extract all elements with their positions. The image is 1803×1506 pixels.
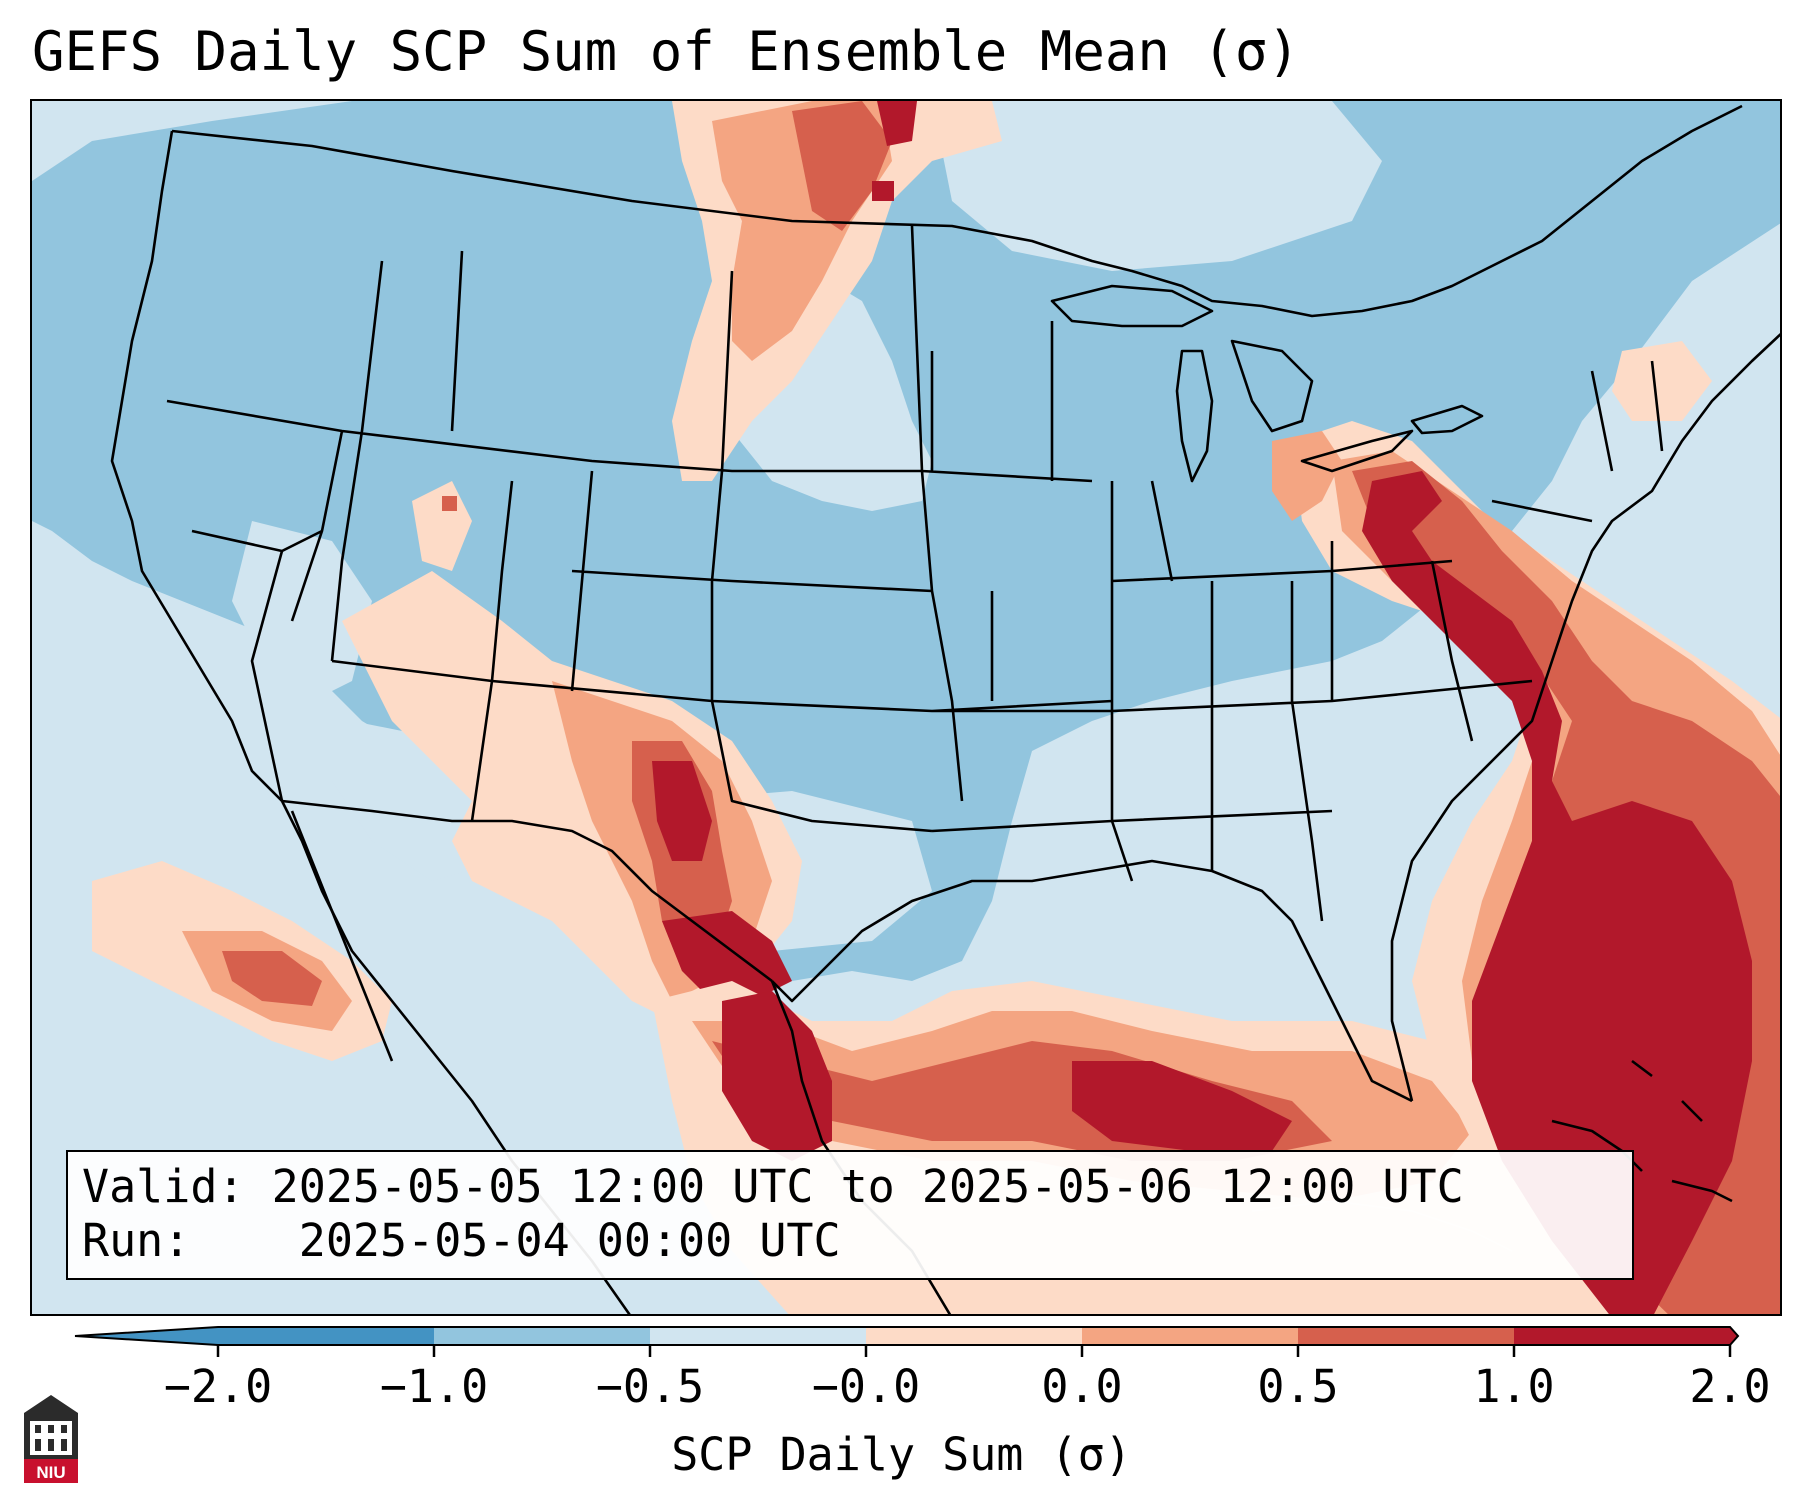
lake-ontario <box>1410 404 1484 435</box>
positive-field-newengland <box>1612 341 1712 421</box>
colorbar-tick-label: 0.5 <box>1257 1360 1339 1413</box>
positive-field-utah-strong <box>442 496 457 511</box>
map-panel <box>30 99 1782 1316</box>
state-lines <box>166 225 1664 922</box>
positive-field-east-extreme <box>1362 471 1752 1314</box>
colorbar-segment <box>218 1327 434 1345</box>
colorbar-tick-label: −0.5 <box>595 1360 705 1413</box>
run-value: 2025-05-04 00:00 UTC <box>298 1214 841 1267</box>
scp-map <box>32 101 1780 1314</box>
lake-huron <box>1230 339 1314 433</box>
colorbar <box>74 1326 1740 1357</box>
colorbar-segment <box>434 1327 650 1345</box>
us-mexico-border <box>281 799 773 983</box>
lake-superior <box>1050 284 1214 328</box>
logo-text: NIU <box>36 1463 65 1482</box>
west-coast <box>110 130 283 802</box>
baja-peninsula <box>290 810 394 1062</box>
colorbar-tick-label: −1.0 <box>379 1360 489 1413</box>
negative-field-weak-west <box>232 521 372 701</box>
colorbar-tick-label: 0.0 <box>1041 1360 1123 1413</box>
colorbar-tick-label: 2.0 <box>1689 1360 1771 1413</box>
positive-field-northplains-extreme-2 <box>872 181 894 201</box>
map-title: GEFS Daily SCP Sum of Ensemble Mean (σ) <box>32 20 1300 83</box>
niu-logo: NIU <box>24 1395 78 1483</box>
lake-erie <box>1300 429 1414 473</box>
colorbar-tick-label: −0.0 <box>811 1360 921 1413</box>
run-label: Run: <box>82 1214 191 1267</box>
positive-field-northplains-strong <box>792 101 892 231</box>
east-coast <box>1390 332 1780 1102</box>
positive-field-northplains-extreme <box>877 101 917 146</box>
caribbean-islands <box>1551 1059 1733 1203</box>
colorbar-tick-label: 1.0 <box>1473 1360 1555 1413</box>
colorbar-tick-label: −2.0 <box>163 1360 273 1413</box>
negative-field-weak-canada <box>932 101 1382 271</box>
valid-line: Valid: 2025-05-05 12:00 UTC to 2025-05-0… <box>82 1160 1618 1214</box>
positive-field-mexico-strong <box>222 951 322 1006</box>
positive-field-texas-extreme <box>662 911 792 1001</box>
valid-label: Valid: <box>82 1160 245 1213</box>
lake-michigan <box>1175 349 1214 483</box>
colorbar-extend-high <box>1730 1327 1738 1345</box>
colorbar-segment <box>650 1327 866 1345</box>
valid-value: 2025-05-05 12:00 UTC to 2025-05-06 12:00… <box>271 1160 1464 1213</box>
colorbar-segment <box>1514 1327 1730 1345</box>
colorbar-segment <box>1298 1327 1514 1345</box>
colorbar-ticks <box>216 1345 1732 1357</box>
boundaries <box>110 104 1780 1314</box>
positive-field-gulf-extreme <box>722 991 832 1161</box>
colorbar-segment <box>1082 1327 1298 1345</box>
colorbar-extend-low <box>75 1327 218 1345</box>
colorbar-segment <box>866 1327 1082 1345</box>
positive-field-southplains-extreme <box>652 761 712 861</box>
positive-field-gulf-extreme-2 <box>1072 1061 1292 1151</box>
valid-run-info-box: Valid: 2025-05-05 12:00 UTC to 2025-05-0… <box>66 1150 1634 1280</box>
us-canada-border <box>171 104 1743 318</box>
gulf-coast <box>771 859 1413 1103</box>
run-line: Run: 2025-05-04 00:00 UTC <box>82 1214 1618 1268</box>
colorbar-label: SCP Daily Sum (σ) <box>671 1428 1132 1481</box>
colorbar-segments <box>74 1326 1740 1346</box>
